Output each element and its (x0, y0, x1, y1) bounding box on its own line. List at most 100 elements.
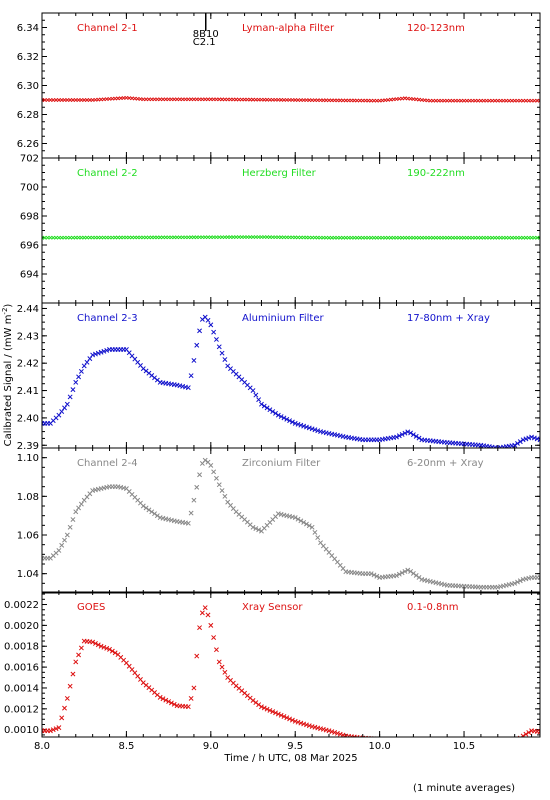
data-point (213, 475, 219, 481)
data-point (166, 699, 172, 704)
data-point (391, 736, 396, 737)
data-point (98, 643, 104, 649)
data-point (73, 379, 79, 385)
data-point (517, 439, 523, 445)
data-point (326, 728, 332, 734)
panel-label: Channel 2-4 (77, 458, 138, 469)
data-point (76, 374, 82, 380)
data-point (423, 738, 427, 742)
data-point (431, 738, 435, 742)
data-point (222, 493, 228, 499)
panel-frame (41, 157, 541, 304)
data-point (216, 659, 222, 665)
data-point (306, 425, 312, 431)
marker-label-1: 8B10 (193, 29, 219, 40)
data-point (64, 695, 70, 701)
data-point (253, 700, 259, 706)
y-tick-label: 6.28 (17, 110, 39, 121)
series-ch24 (42, 457, 540, 590)
data-point (211, 635, 217, 641)
data-point (537, 729, 540, 735)
data-point (275, 711, 281, 717)
data-point (67, 394, 73, 400)
data-point (112, 650, 118, 656)
data-point (146, 507, 152, 513)
data-point (295, 516, 301, 522)
panel-frame (41, 302, 541, 449)
data-point (295, 421, 301, 427)
panel-ch22: 694 696 698 700 702 Channel 2-2 Herzberg Filte… (20, 154, 541, 304)
panel-label: Lyman-alpha Filter (242, 23, 335, 34)
data-point (253, 392, 259, 398)
data-point (73, 509, 79, 515)
data-point (250, 524, 256, 530)
panel-ch23: 2.39 2.40 2.41 2.42 2.43 2.44 Channel 2-3 Alumi… (17, 302, 541, 452)
data-point (56, 548, 62, 553)
y-tick-label: 700 (20, 183, 39, 194)
data-point (78, 645, 84, 651)
data-point (403, 738, 407, 742)
data-point (62, 405, 67, 411)
y-tick-label: 694 (20, 270, 39, 281)
data-point (70, 671, 76, 677)
data-point (185, 704, 191, 710)
data-point (219, 664, 225, 670)
data-point (185, 520, 191, 526)
panel-label: Herzberg Filter (242, 168, 317, 179)
data-point (149, 509, 155, 515)
data-point (368, 571, 374, 577)
data-point (219, 488, 225, 493)
data-point (250, 388, 256, 394)
y-tick-label: 0.0014 (4, 683, 39, 694)
data-point (95, 350, 101, 356)
data-point (340, 732, 346, 737)
y-axis-label-main: Calibrated Signal / (mW m (3, 315, 14, 447)
data-point (531, 435, 537, 441)
data-point (289, 419, 295, 425)
data-point (104, 645, 110, 651)
y-tick-label: 1.08 (17, 492, 39, 503)
data-point (76, 652, 82, 658)
data-point (261, 403, 267, 409)
data-point (90, 352, 96, 358)
y-tick-label: 696 (20, 241, 39, 252)
data-point (59, 409, 65, 414)
data-point (67, 683, 73, 689)
series-ch21 (42, 95, 540, 103)
data-point (515, 579, 520, 585)
data-point (281, 714, 287, 719)
x-axis: 8.0 8.5 9.0 9.5 10.0 10.5 (34, 741, 475, 752)
data-point (67, 524, 73, 530)
data-point (216, 344, 222, 350)
data-point (304, 521, 309, 527)
data-point (397, 736, 402, 737)
panel-ch24: 1.04 1.06 1.08 1.10 Channel 2-4 Zirconium Fil… (17, 447, 541, 594)
data-point (197, 328, 203, 334)
data-point (256, 397, 262, 403)
data-point (332, 730, 338, 735)
x-tick-label: 10.5 (453, 741, 475, 752)
data-point (510, 740, 514, 744)
y-tick-label: 6.34 (17, 23, 39, 34)
data-point (414, 738, 418, 742)
y-tick-label: 0.0010 (4, 725, 39, 736)
data-point (408, 568, 414, 574)
data-point (309, 426, 315, 432)
data-point (264, 405, 270, 411)
data-point (222, 357, 228, 362)
data-point (143, 505, 149, 511)
panel-label: Zirconium Filter (242, 458, 321, 469)
data-point (270, 709, 276, 715)
data-point (292, 718, 298, 724)
panel-ch21: 6.26 6.28 6.30 6.32 6.34 Channel 2-1 Lyman-alp… (17, 12, 541, 159)
data-point (315, 428, 321, 434)
data-point (410, 570, 416, 576)
data-point (140, 503, 146, 509)
data-point (275, 412, 281, 418)
data-point (295, 719, 301, 725)
data-point (534, 436, 540, 442)
y-tick-label: 2.40 (17, 413, 39, 424)
data-point (188, 510, 194, 516)
data-point (81, 363, 87, 369)
x-tick-label: 8.5 (118, 741, 134, 752)
